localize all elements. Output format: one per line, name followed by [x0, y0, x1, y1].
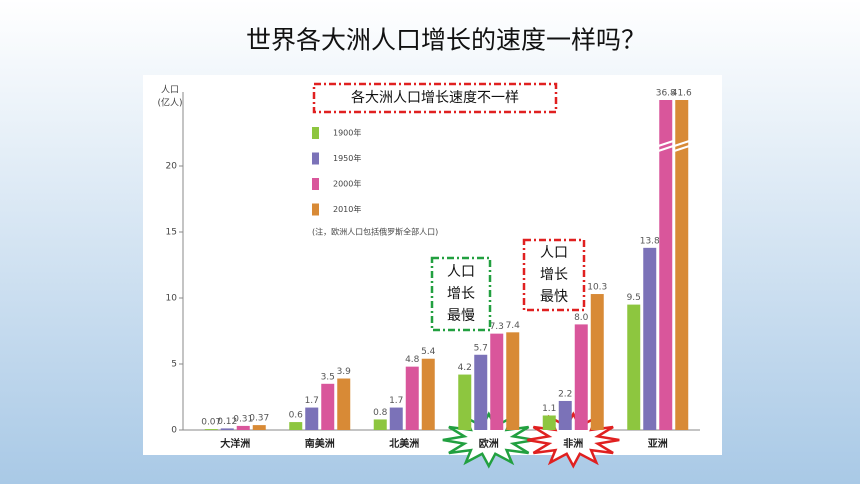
x-tick-label: 北美洲: [389, 437, 419, 450]
x-tick-label: 南美洲: [305, 437, 335, 450]
legend-label: 2010年: [333, 204, 361, 214]
value-label: 41.6: [672, 89, 692, 99]
bar: [321, 383, 335, 430]
value-label: 0.6: [289, 411, 304, 421]
bar: [643, 247, 657, 430]
legend-swatch: [312, 127, 319, 139]
bar: [373, 419, 387, 430]
value-label: 7.3: [490, 322, 504, 332]
bar: [542, 415, 556, 430]
value-label: 5.7: [474, 343, 488, 353]
value-label: 3.9: [337, 367, 352, 377]
value-label: 4.2: [458, 363, 472, 373]
bar: [558, 400, 572, 430]
annotation-text: 人口: [447, 264, 475, 280]
value-label: 4.8: [405, 355, 420, 365]
annotation-text: 各大洲人口增长速度不一样: [351, 90, 519, 106]
bar: [506, 332, 520, 430]
bar: [337, 378, 351, 430]
annotation-text: 增长: [540, 267, 568, 283]
value-label: 0.31: [233, 414, 253, 424]
axis-break: [657, 145, 674, 152]
axis-break: [657, 140, 674, 147]
bar: [289, 422, 303, 430]
annotation-text: 最慢: [447, 307, 475, 324]
bar: [421, 358, 435, 430]
y-tick-label: 0: [171, 426, 177, 436]
value-label: 7.4: [506, 321, 521, 331]
x-tick-label: 亚洲: [648, 438, 668, 450]
value-label: 0.37: [249, 414, 269, 424]
value-label: 1.1: [542, 404, 556, 414]
annotation-text: 增长: [447, 286, 475, 302]
bar: [220, 428, 234, 430]
annotation-box: [430, 256, 492, 332]
bar: [405, 366, 419, 430]
value-label: 1.7: [305, 396, 319, 406]
x-tick-label: 非洲: [563, 437, 583, 450]
bar: [574, 324, 588, 430]
y-tick-label: 20: [166, 162, 178, 172]
x-tick-label: 欧洲: [479, 437, 499, 450]
y-axis-label: 人口: [161, 85, 179, 96]
bar: [659, 100, 673, 430]
x-tick-label: 大洋洲: [220, 437, 250, 450]
axis-break: [673, 140, 690, 147]
bar: [389, 407, 403, 430]
axis-break: [673, 145, 690, 152]
y-tick-label: 5: [171, 360, 177, 370]
value-label: 1.7: [389, 396, 403, 406]
legend-swatch: [312, 203, 319, 216]
value-label: 5.4: [421, 347, 436, 357]
bar: [474, 354, 488, 430]
bar: [305, 407, 319, 430]
value-label: 10.3: [587, 283, 607, 293]
legend-label: 2000年: [333, 179, 361, 189]
bar: [627, 304, 641, 430]
value-label: 9.5: [627, 293, 641, 303]
annotation-text: 最快: [540, 289, 568, 305]
bar: [490, 333, 504, 430]
value-label: 0.8: [373, 408, 388, 418]
chart-title: 世界各大洲人口增长的速度一样吗？: [246, 26, 646, 55]
y-tick-label: 15: [166, 228, 177, 238]
value-label: 36.8: [656, 89, 676, 99]
value-label: 0.07: [201, 418, 221, 428]
annotation-text: 人口: [540, 245, 568, 261]
value-label: 0.12: [217, 417, 237, 427]
bar: [252, 425, 266, 430]
legend-swatch: [312, 178, 319, 190]
bar: [204, 429, 218, 430]
value-label: 2.2: [558, 389, 572, 399]
value-label: 13.8: [640, 236, 660, 246]
note: (注，欧洲人口包括俄罗斯全部人口): [312, 227, 438, 237]
value-label: 8.0: [574, 313, 589, 323]
annotation-box: [312, 82, 558, 114]
legend-label: 1950年: [333, 153, 361, 163]
y-tick-label: 10: [166, 294, 178, 304]
bar: [590, 294, 604, 430]
bar: [236, 425, 250, 430]
legend-label: 1900年: [333, 128, 361, 138]
bar: [458, 374, 472, 430]
y-axis-label: (亿人): [157, 97, 182, 109]
bar: [675, 100, 689, 430]
annotation-box: [522, 238, 586, 312]
value-label: 3.5: [321, 372, 335, 382]
legend-swatch: [312, 152, 319, 165]
